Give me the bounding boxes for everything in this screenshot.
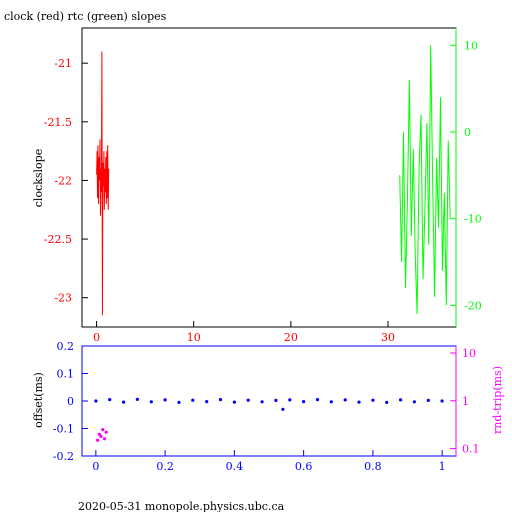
bottom-right-y-tick-label: 10 <box>462 347 476 360</box>
data-point-blue <box>218 398 223 402</box>
data-point-blue <box>260 400 264 404</box>
bottom-left-y-ticks: 0.2 0.1 0 -0.1 -0.2 <box>53 340 88 463</box>
top-right-y-ticks: 10 0 -10 -20 <box>450 28 482 327</box>
data-point-blue <box>329 400 333 404</box>
data-point-blue <box>246 398 250 402</box>
data-point-blue <box>135 397 139 401</box>
data-point-blue <box>163 398 167 402</box>
data-point-blue <box>412 400 416 404</box>
bottom-ylabel-left: offset(ms) <box>32 372 45 428</box>
bottom-left-y-tick-label: 0 <box>67 395 74 408</box>
top-x-tick-label: 10 <box>187 331 201 344</box>
data-point-blue <box>177 400 181 404</box>
top-left-y-ticks: -21 -21.5 -22 -22.5 -23 <box>44 57 88 305</box>
data-point-blue <box>94 399 98 403</box>
footer-text: 2020-05-31 monopole.physics.ubc.ca <box>78 500 285 512</box>
data-point-magenta <box>102 437 107 441</box>
top-left-y-tick-label: -23 <box>54 292 72 305</box>
bottom-right-y-tick-label: 0.1 <box>462 443 480 456</box>
top-left-y-tick-label: -22.5 <box>44 233 72 246</box>
top-x-tick-label: 20 <box>284 331 298 344</box>
data-point-blue <box>288 398 292 402</box>
top-x-tick-label: 30 <box>381 331 395 344</box>
data-point-magenta <box>101 428 105 432</box>
bottom-x-tick-label: 0 <box>92 460 99 473</box>
data-point-blue <box>191 398 195 402</box>
page-title: clock (red) rtc (green) slopes <box>4 10 167 23</box>
data-point-magenta <box>99 434 103 438</box>
data-point-blue <box>440 399 444 403</box>
top-right-y-tick-label: -10 <box>464 213 482 226</box>
bottom-left-y-tick-label: -0.2 <box>53 450 74 463</box>
top-left-y-tick-label: -22 <box>54 174 72 187</box>
data-point-blue <box>108 398 112 402</box>
top-ylabel: clockslope <box>32 149 45 207</box>
data-point-blue <box>122 400 126 404</box>
series-line-green <box>399 45 451 315</box>
bottom-x-tick-label: 1 <box>439 460 446 473</box>
top-right-y-tick-label: -20 <box>464 299 482 312</box>
data-point-blue <box>302 400 306 404</box>
bottom-x-tick-label: 0.8 <box>364 460 382 473</box>
bottom-series <box>94 397 444 442</box>
data-point-magenta <box>97 432 101 436</box>
bottom-x-tick-label: 0.4 <box>226 460 244 473</box>
bottom-left-y-tick-label: -0.1 <box>53 423 74 436</box>
data-point-blue <box>232 400 236 404</box>
top-panel: clockslope 0 10 20 30 -21 -21.5 -22 -22.5 -23 1… <box>32 27 482 344</box>
top-left-y-tick-label: -21.5 <box>44 116 72 129</box>
data-point-blue <box>371 398 375 402</box>
bottom-left-y-tick-label: 0.2 <box>57 340 75 353</box>
bottom-panel: offset(ms) rnd-trip(ms) 0 0.2 0.4 0.6 0.8 1 0… <box>32 340 504 473</box>
series-line-red <box>96 51 110 316</box>
data-point-blue <box>399 398 403 402</box>
data-point-blue <box>315 398 320 402</box>
top-left-y-tick-label: -21 <box>54 57 72 70</box>
bottom-x-tick-label: 0.2 <box>156 460 174 473</box>
top-series <box>96 45 451 316</box>
data-point-magenta <box>104 430 108 434</box>
top-x-tick-label: 0 <box>93 331 100 344</box>
bottom-x-tick-label: 0.6 <box>295 460 313 473</box>
bottom-ylabel-right: rnd-trip(ms) <box>491 366 504 434</box>
data-point-blue <box>357 400 361 404</box>
data-point-blue <box>205 400 209 404</box>
data-point-blue <box>343 398 347 402</box>
data-point-blue <box>281 407 285 411</box>
bottom-right-y-tick-label: 1 <box>462 395 469 408</box>
data-point-blue <box>149 400 153 404</box>
bottom-left-y-tick-label: 0.1 <box>57 368 75 381</box>
bottom-x-ticks: 0 0.2 0.4 0.6 0.8 1 <box>92 450 446 473</box>
top-right-y-tick-label: 10 <box>464 39 478 52</box>
data-point-blue <box>426 398 430 402</box>
bottom-right-y-ticks: 10 1 0.1 <box>450 346 480 456</box>
data-point-blue <box>274 398 278 402</box>
data-point-magenta <box>96 438 100 442</box>
data-point-blue <box>385 400 389 404</box>
top-right-y-tick-label: 0 <box>464 126 471 139</box>
top-x-ticks: 0 10 20 30 <box>93 321 395 344</box>
